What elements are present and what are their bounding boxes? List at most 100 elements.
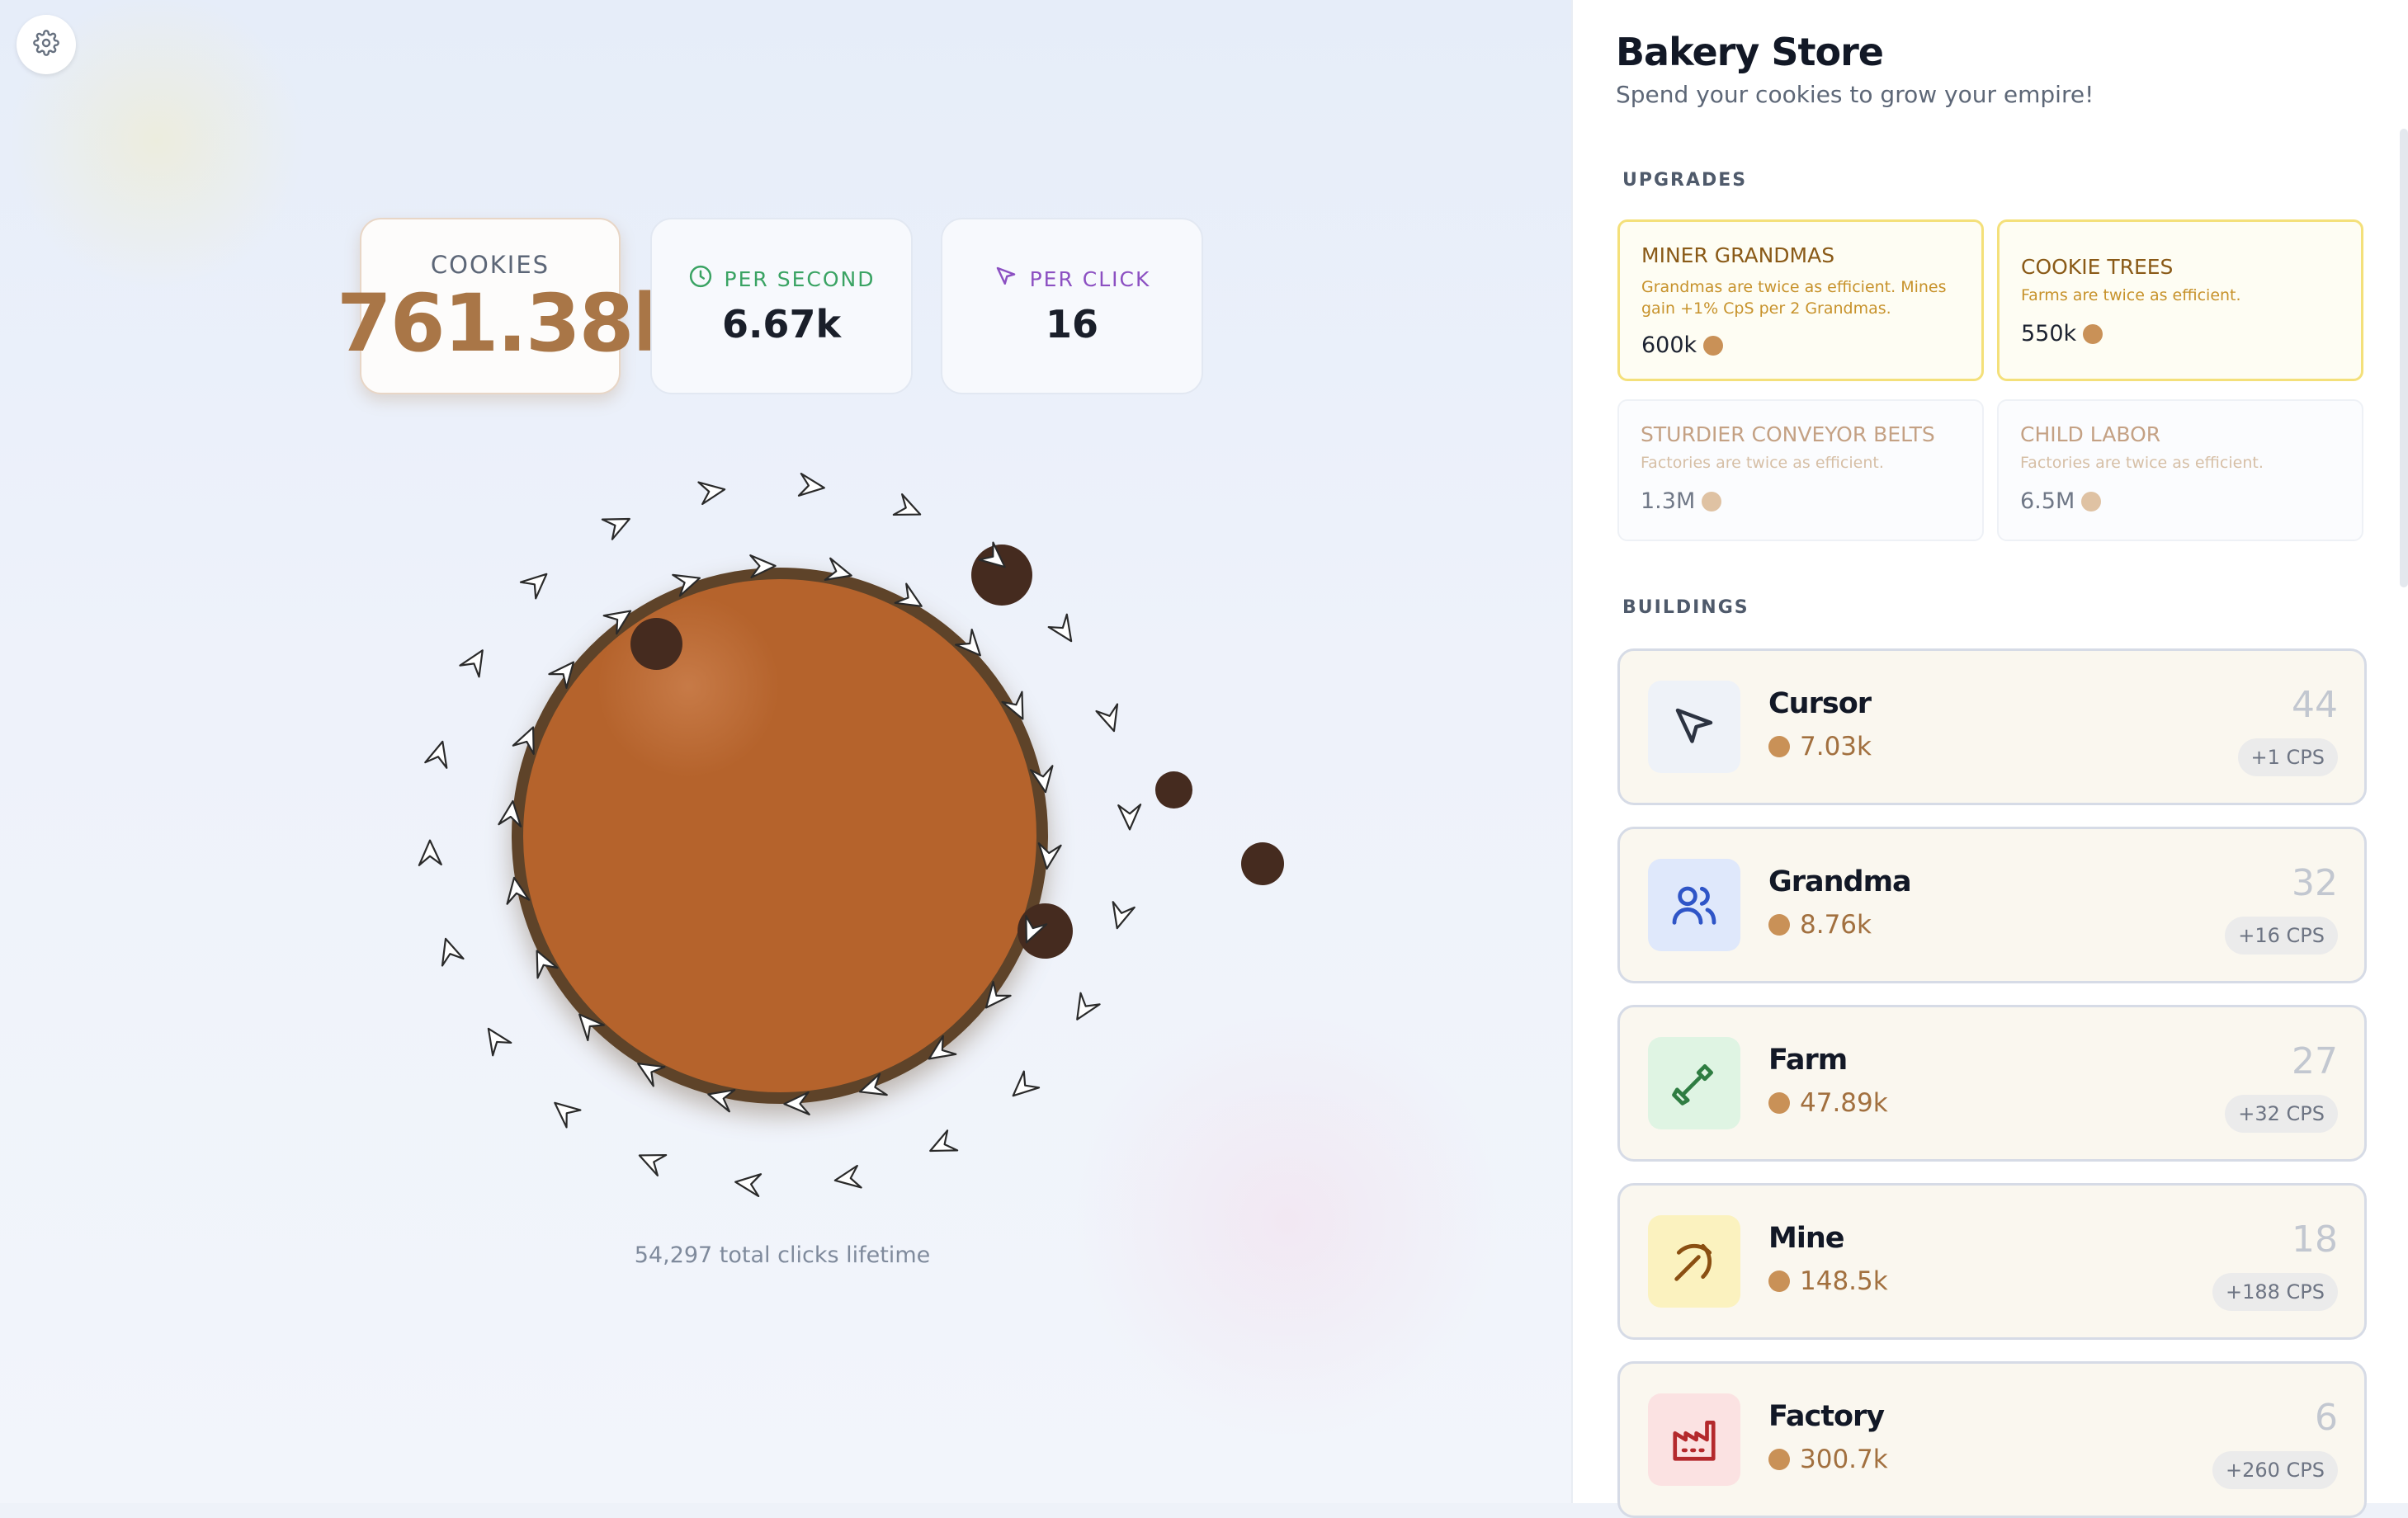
building-mine[interactable]: Mine 148.5k 18 +188 CPS — [1617, 1183, 2367, 1340]
upgrade-child-labor[interactable]: CHILD LABOR Factories are twice as effic… — [1997, 399, 2363, 541]
factory-icon — [1648, 1393, 1740, 1486]
orbit-cursor-icon — [697, 481, 726, 506]
cookie-icon — [1768, 1270, 1790, 1292]
cookie-icon — [1702, 491, 1722, 512]
building-cps-badge: +188 CPS — [2212, 1273, 2338, 1311]
building-cost: 148.5k — [1800, 1266, 1888, 1296]
building-cps-badge: +32 CPS — [2225, 1095, 2338, 1133]
cookie-icon — [1768, 736, 1790, 757]
building-factory[interactable]: Factory 300.7k 6 +260 CPS — [1617, 1361, 2367, 1518]
upgrade-sturdier-conveyor-belts[interactable]: STURDIER CONVEYOR BELTS Factories are tw… — [1617, 399, 1984, 541]
per-click-label: PER CLICK — [1029, 266, 1151, 291]
building-cost: 7.03k — [1800, 732, 1872, 761]
orbit-cursor-icon — [441, 937, 465, 967]
building-cps-badge: +260 CPS — [2212, 1451, 2338, 1489]
orbit-cursor-icon — [601, 517, 630, 540]
building-count: 18 — [2292, 1219, 2338, 1261]
settings-button[interactable] — [17, 15, 76, 74]
per-second-stat-card: PER SECOND 6.67k — [650, 218, 913, 394]
orbit-cursor-icon — [929, 1129, 959, 1153]
building-count: 27 — [2292, 1040, 2338, 1082]
orbit-cursor-icon — [1076, 992, 1101, 1021]
chocolate-chip — [970, 544, 1033, 606]
upgrades-heading: UPGRADES — [1622, 170, 1748, 191]
building-count: 32 — [2292, 862, 2338, 904]
upgrade-cost: 1.3M — [1641, 488, 1696, 514]
pointer-icon — [994, 264, 1018, 294]
store-subtitle: Spend your cookies to grow your empire! — [1616, 81, 2094, 108]
clock-icon — [688, 264, 713, 294]
cursor-icon — [1648, 681, 1740, 773]
building-cost: 8.76k — [1800, 910, 1872, 940]
cookie-icon — [2083, 323, 2103, 344]
upgrade-description: Grandmas are twice as efficient. Mines g… — [1641, 278, 1947, 318]
building-grandma[interactable]: Grandma 8.76k 32 +16 CPS — [1617, 827, 2367, 983]
store-panel: Bakery Store Spend your cookies to grow … — [1571, 0, 2408, 1518]
cookie-icon — [1768, 914, 1790, 936]
cookie-icon — [1768, 1092, 1790, 1114]
per-click-stat-card: PER CLICK 16 — [941, 218, 1203, 394]
building-name: Factory — [1768, 1400, 1885, 1433]
orbit-cursor-icon — [459, 649, 484, 678]
upgrade-cost: 550k — [2021, 321, 2077, 346]
orbit-cursor-icon — [1047, 613, 1073, 643]
chocolate-chip — [1017, 903, 1073, 959]
cookies-stat-card: COOKIES 761.38k — [337, 218, 685, 394]
building-farm[interactable]: Farm 47.89k 27 +32 CPS — [1617, 1005, 2367, 1162]
upgrade-cost: 600k — [1641, 332, 1697, 358]
orbit-cursor-icon — [797, 472, 825, 497]
total-clicks-text: 54,297 total clicks lifetime — [634, 1242, 931, 1268]
upgrade-description: Farms are twice as efficient. — [2021, 286, 2241, 304]
chocolate-chip — [1241, 842, 1285, 885]
buildings-heading: BUILDINGS — [1622, 597, 1749, 618]
per-click-value: 16 — [1045, 302, 1098, 346]
game-area: COOKIES 761.38k PER SECOND 6.67k PER CLI… — [0, 0, 1571, 1503]
orbit-cursor-icon — [1117, 804, 1142, 831]
orbit-cursor-icon — [638, 1153, 668, 1176]
store-title: Bakery Store — [1616, 30, 1884, 74]
upgrade-cost: 6.5M — [2020, 488, 2075, 514]
cookies-label: COOKIES — [430, 251, 550, 279]
chocolate-chip — [1155, 771, 1192, 808]
building-name: Farm — [1768, 1044, 1848, 1077]
cookie-icon — [1703, 335, 1724, 356]
orbit-cursor-icon — [833, 1164, 862, 1189]
building-cost: 300.7k — [1800, 1445, 1888, 1474]
upgrade-name: CHILD LABOR — [2020, 422, 2161, 446]
building-name: Grandma — [1768, 865, 1912, 898]
upgrade-miner-grandmas[interactable]: MINER GRANDMAS Grandmas are twice as eff… — [1617, 219, 1984, 381]
big-cookie[interactable] — [512, 544, 1285, 1104]
building-cursor[interactable]: Cursor 7.03k 44 +1 CPS — [1617, 648, 2367, 805]
chocolate-chip — [630, 618, 683, 671]
upgrade-name: COOKIE TREES — [2021, 255, 2174, 279]
cookie-icon — [2081, 491, 2102, 512]
building-cost: 47.89k — [1800, 1088, 1888, 1118]
orbit-cursor-icon — [487, 1027, 512, 1057]
cookies-value: 761.38k — [337, 277, 685, 370]
cookie-body — [512, 568, 1048, 1104]
building-name: Mine — [1768, 1222, 1844, 1255]
building-cps-badge: +16 CPS — [2225, 917, 2338, 955]
orbit-cursor-icon — [418, 839, 442, 866]
upgrade-name: STURDIER CONVEYOR BELTS — [1641, 422, 1935, 446]
upgrade-description: Factories are twice as efficient. — [1641, 454, 1884, 472]
building-count: 44 — [2292, 684, 2338, 726]
users-icon — [1648, 859, 1740, 951]
upgrade-description: Factories are twice as efficient. — [2020, 454, 2264, 472]
orbit-cursor-icon — [1095, 703, 1119, 733]
pickaxe-icon — [1648, 1215, 1740, 1308]
scrollbar[interactable] — [2400, 129, 2408, 587]
orbit-cursor-icon — [892, 493, 922, 516]
building-count: 6 — [2315, 1397, 2338, 1439]
building-name: Cursor — [1768, 687, 1872, 720]
upgrade-name: MINER GRANDMAS — [1641, 243, 1835, 267]
orbit-cursor-icon — [734, 1173, 763, 1198]
orbit-cursor-icon — [554, 1101, 582, 1129]
cookie-icon — [1768, 1449, 1790, 1470]
building-cps-badge: +1 CPS — [2237, 738, 2338, 776]
per-second-label: PER SECOND — [724, 266, 876, 291]
shovel-icon — [1648, 1037, 1740, 1129]
upgrade-cookie-trees[interactable]: COOKIE TREES Farms are twice as efficien… — [1997, 219, 2363, 381]
gear-icon — [33, 30, 59, 59]
per-second-value: 6.67k — [721, 302, 842, 346]
